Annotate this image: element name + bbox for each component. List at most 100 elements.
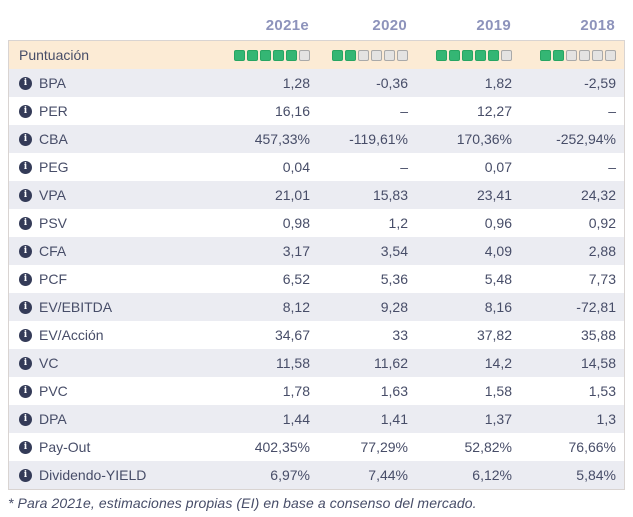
- table-row: i PEG 0,04 – 0,07 –: [9, 153, 624, 181]
- metric-value: 21,01: [274, 187, 310, 203]
- header-year-2019: 2019: [476, 16, 511, 34]
- info-icon[interactable]: i: [19, 356, 32, 370]
- metrics-table-body: i BPA 1,28 -0,36 1,82 -2,59 i PER 16,16 …: [9, 69, 624, 489]
- metric-value: 37,82: [476, 327, 512, 343]
- metric-value: 14,2: [484, 355, 512, 371]
- metric-label: PER: [39, 103, 68, 119]
- metric-value: 76,66%: [568, 439, 616, 455]
- table-row: i Dividendo-YIELD 6,97% 7,44% 6,12% 5,84…: [9, 461, 624, 489]
- info-icon[interactable]: i: [19, 216, 32, 230]
- metric-value: –: [400, 103, 408, 119]
- metric-value: 0,92: [588, 215, 616, 231]
- score-row-label: Puntuación: [19, 47, 90, 63]
- info-icon[interactable]: i: [19, 384, 32, 398]
- table-row: i PCF 6,52 5,36 5,48 7,73: [9, 265, 624, 293]
- rating-square-filled: [462, 49, 473, 61]
- metric-value: 16,16: [274, 103, 310, 119]
- metric-value: 1,37: [484, 411, 512, 427]
- rating-square-filled: [234, 49, 245, 61]
- metric-value: 1,28: [282, 75, 310, 91]
- metric-value: 0,07: [484, 159, 512, 175]
- info-icon[interactable]: i: [19, 300, 32, 314]
- metric-value: 1,3: [596, 411, 616, 427]
- metrics-table: Puntuación i BPA 1,28 -0,36 1,82 -2,59 i…: [8, 40, 625, 490]
- metric-value: 1,63: [380, 383, 408, 399]
- metric-label: PVC: [39, 383, 68, 399]
- metric-value: 3,17: [282, 243, 310, 259]
- info-icon[interactable]: i: [19, 76, 32, 90]
- metric-value: 11,62: [374, 355, 408, 371]
- info-icon[interactable]: i: [19, 104, 32, 118]
- metric-value: 7,44%: [368, 467, 408, 483]
- metric-label: PCF: [39, 271, 67, 287]
- table-row: i EV/Acción 34,67 33 37,82 35,88: [9, 321, 624, 349]
- table-row: i DPA 1,44 1,41 1,37 1,3: [9, 405, 624, 433]
- score-row: Puntuación: [9, 41, 624, 69]
- metric-label: EV/EBITDA: [39, 299, 113, 315]
- table-row: i PVC 1,78 1,63 1,58 1,53: [9, 377, 624, 405]
- metric-value: 24,32: [580, 187, 616, 203]
- rating-squares: [230, 49, 310, 61]
- table-row: i CBA 457,33% -119,61% 170,36% -252,94%: [9, 125, 624, 153]
- rating-square-filled: [286, 49, 297, 61]
- metric-value: 0,98: [282, 215, 310, 231]
- rating-square-empty: [605, 49, 616, 61]
- table-row: i VPA 21,01 15,83 23,41 24,32: [9, 181, 624, 209]
- rating-square-filled: [540, 49, 551, 61]
- table-row: i BPA 1,28 -0,36 1,82 -2,59: [9, 69, 624, 97]
- metric-value: 0,04: [282, 159, 310, 175]
- metric-value: 6,12%: [472, 467, 512, 483]
- info-icon[interactable]: i: [19, 440, 32, 454]
- metric-value: -72,81: [576, 299, 616, 315]
- metric-label: CBA: [39, 131, 68, 147]
- info-icon[interactable]: i: [19, 328, 32, 342]
- metric-value: 0,96: [484, 215, 512, 231]
- metric-value: 6,52: [282, 271, 310, 287]
- table-row: i EV/EBITDA 8,12 9,28 8,16 -72,81: [9, 293, 624, 321]
- header-year-2018: 2018: [580, 16, 615, 34]
- metric-value: 35,88: [580, 327, 616, 343]
- metric-value: 5,84%: [576, 467, 616, 483]
- info-icon[interactable]: i: [19, 244, 32, 258]
- header-year-2021e: 2021e: [265, 16, 309, 34]
- metric-value: -252,94%: [556, 131, 616, 147]
- rating-square-empty: [566, 49, 577, 61]
- info-icon[interactable]: i: [19, 188, 32, 202]
- rating-square-filled: [436, 49, 447, 61]
- table-row: i Pay-Out 402,35% 77,29% 52,82% 76,66%: [9, 433, 624, 461]
- metric-value: 11,58: [276, 355, 310, 371]
- info-icon[interactable]: i: [19, 132, 32, 146]
- rating-squares: [310, 49, 408, 61]
- metric-label: Dividendo-YIELD: [39, 467, 147, 483]
- rating-square-filled: [345, 49, 356, 61]
- metric-value: 402,35%: [254, 439, 310, 455]
- metric-value: 1,44: [282, 411, 310, 427]
- metric-value: 1,41: [380, 411, 408, 427]
- table-row: i VC 11,58 11,62 14,2 14,58: [9, 349, 624, 377]
- rating-square-empty: [579, 49, 590, 61]
- metric-label: VC: [39, 355, 59, 371]
- metric-value: 5,48: [484, 271, 512, 287]
- rating-square-filled: [449, 49, 460, 61]
- info-icon[interactable]: i: [19, 412, 32, 426]
- metric-value: 8,16: [484, 299, 512, 315]
- metric-label: CFA: [39, 243, 67, 259]
- info-icon[interactable]: i: [19, 468, 32, 482]
- metric-value: 14,58: [580, 355, 616, 371]
- info-icon[interactable]: i: [19, 272, 32, 286]
- table-row: i PER 16,16 – 12,27 –: [9, 97, 624, 125]
- header-year-2020: 2020: [372, 16, 407, 34]
- metric-value: 1,53: [588, 383, 616, 399]
- metric-value: –: [400, 159, 408, 175]
- rating-square-empty: [501, 49, 512, 61]
- metric-value: –: [608, 159, 616, 175]
- metric-value: 3,54: [380, 243, 408, 259]
- rating-square-empty: [358, 49, 369, 61]
- rating-square-filled: [247, 49, 258, 61]
- metric-label: PSV: [39, 215, 68, 231]
- metric-value: 4,09: [484, 243, 512, 259]
- rating-square-empty: [384, 49, 395, 61]
- info-icon[interactable]: i: [19, 160, 32, 174]
- rating-square-filled: [260, 49, 271, 61]
- metric-label: PEG: [39, 159, 69, 175]
